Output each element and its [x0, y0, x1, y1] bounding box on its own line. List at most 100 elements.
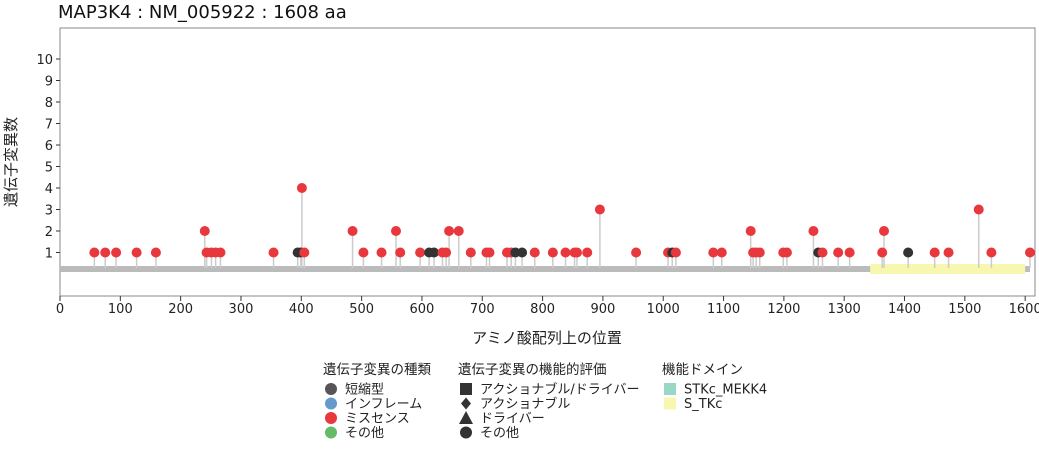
mutation-point	[1025, 247, 1035, 258]
x-tick-label: 600	[410, 302, 435, 317]
mutation-point	[670, 247, 681, 258]
x-tick-label: 1000	[647, 302, 680, 317]
mutation-point	[754, 247, 765, 258]
mutation-point	[517, 247, 528, 258]
legend-swatch-domain	[664, 383, 676, 395]
y-tick-label: 8	[45, 96, 53, 111]
x-tick-label: 100	[108, 302, 133, 317]
legend-title-mutation-type: 遺伝子変異の種類	[323, 361, 431, 378]
x-tick-label: 900	[590, 302, 615, 317]
points-layer	[89, 183, 1035, 258]
mutation-point	[547, 247, 558, 258]
mutation-point	[376, 247, 387, 258]
y-axis: 1 2 3 4 5 6 7 8 9 10	[36, 53, 60, 262]
legend-label-functional-evaluation: ドライバー	[480, 412, 545, 427]
mutation-point	[879, 226, 890, 236]
legend-marker-mutation-type	[325, 412, 337, 424]
x-tick-label: 0	[56, 302, 64, 317]
mutation-point	[131, 247, 142, 258]
mutation-point	[215, 247, 226, 258]
mutation-point	[111, 247, 122, 258]
protein-backbone	[60, 266, 1030, 272]
x-axis: 0 100 200 300 400 500 600 700 800 900 1000 1100 1200…	[56, 296, 1039, 317]
mutation-point	[529, 247, 540, 258]
mutation-point	[716, 247, 727, 258]
diamond-icon	[461, 397, 471, 410]
legend-label-mutation-type: 短縮型	[345, 382, 384, 398]
legend-label-functional-evaluation: アクショナブル	[480, 396, 570, 412]
mutation-point	[708, 247, 719, 258]
mutation-point	[444, 226, 455, 236]
x-tick-label: 400	[289, 302, 314, 317]
x-tick-label: 200	[168, 302, 193, 317]
triangle-icon	[459, 411, 473, 424]
mutation-point	[781, 247, 792, 258]
x-tick-label: 500	[349, 302, 374, 317]
mutation-point	[571, 247, 582, 258]
mutation-point	[150, 247, 161, 258]
domain-s-tkc	[870, 264, 1026, 274]
square-icon	[460, 383, 472, 395]
legend-label-mutation-type: ミスセンス	[345, 412, 410, 427]
legend-swatch-domain	[664, 397, 676, 410]
legend-title-domain: 機能ドメイン	[662, 362, 743, 378]
y-tick-label: 4	[45, 182, 53, 197]
mutation-point	[391, 226, 402, 236]
mutation-point	[560, 247, 571, 258]
x-tick-label: 1100	[707, 302, 740, 317]
mutation-point	[199, 226, 210, 236]
protein-backbone-layer	[60, 264, 1030, 274]
mutation-point	[745, 226, 756, 236]
legend-label-mutation-type: その他	[345, 426, 384, 441]
legend-marker-mutation-type	[325, 426, 337, 439]
x-tick-label: 800	[530, 302, 555, 317]
mutation-point	[929, 247, 940, 258]
y-axis-label: 遺伝子変異数	[2, 117, 20, 207]
mutation-point	[817, 247, 828, 258]
legend-label-domain: S_TKc	[684, 397, 722, 412]
mutation-point	[877, 247, 888, 258]
y-tick-label: 10	[36, 53, 53, 68]
mutation-point	[582, 247, 593, 258]
mutation-point	[441, 247, 452, 258]
legend-label-mutation-type: インフレーム	[345, 397, 422, 412]
legend-title-functional-evaluation: 遺伝子変異の機能的評価	[458, 361, 607, 378]
x-tick-label: 1600	[1009, 302, 1039, 317]
legend-label-domain: STKc_MEKK4	[684, 383, 767, 398]
mutation-point	[973, 204, 984, 215]
mutation-point	[296, 183, 307, 193]
mutation-point	[415, 247, 426, 258]
x-tick-label: 1500	[948, 302, 981, 317]
mutation-point	[594, 204, 605, 215]
mutation-point	[631, 247, 642, 258]
x-tick-label: 1400	[888, 302, 921, 317]
y-tick-label: 1	[45, 247, 53, 262]
y-tick-label: 5	[45, 161, 53, 176]
mutation-point	[100, 247, 111, 258]
mutation-point	[943, 247, 954, 258]
mutation-point	[465, 247, 476, 258]
mutation-point	[89, 247, 100, 258]
x-tick-label: 700	[470, 302, 495, 317]
mutation-point	[833, 247, 844, 258]
legend-label-functional-evaluation: その他	[480, 426, 519, 441]
y-tick-label: 9	[45, 75, 53, 90]
mutation-point	[453, 226, 464, 236]
y-tick-label: 3	[45, 204, 53, 219]
plot-frame	[59, 27, 1036, 297]
y-tick-label: 6	[45, 139, 53, 154]
y-tick-label: 7	[45, 118, 53, 133]
mutation-point	[484, 247, 495, 258]
mutation-point	[299, 247, 310, 258]
legend-label-functional-evaluation: アクショナブル/ドライバー	[480, 382, 639, 398]
legend-marker-mutation-type	[325, 397, 337, 410]
chart-title: MAP3K4 : NM_005922 : 1608 aa	[58, 2, 347, 23]
x-tick-label: 1300	[828, 302, 861, 317]
x-axis-label: アミノ酸配列上の位置	[472, 329, 622, 347]
mutation-point	[268, 247, 279, 258]
circle-icon	[460, 426, 472, 439]
legend-marker-mutation-type	[325, 383, 337, 395]
mutation-point	[903, 247, 914, 258]
